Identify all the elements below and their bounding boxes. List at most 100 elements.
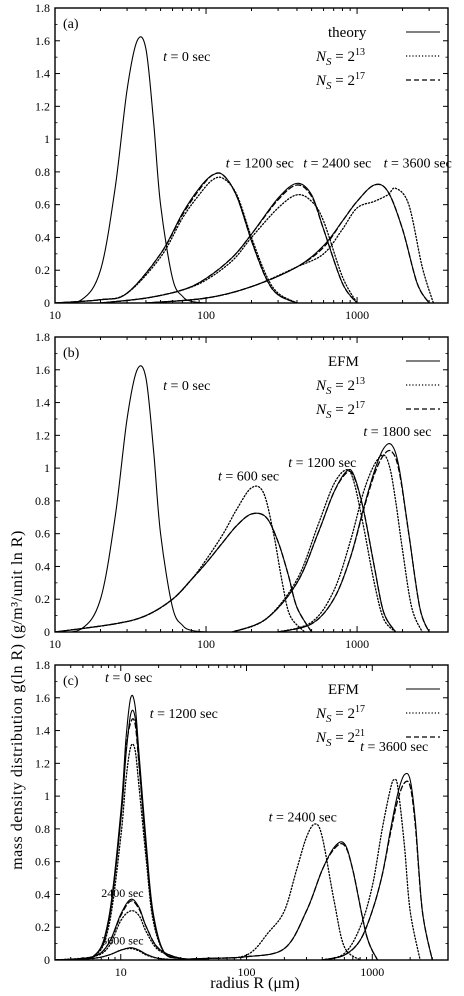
x-axis-label: radius R (μm) [210,975,299,992]
x-tick-label: 1000 [345,637,369,651]
series-line-solid [99,182,358,303]
series-line-solid [145,183,430,303]
series-line-solid [55,709,210,960]
legend-label: EFM [328,354,359,370]
x-tick-label: 10 [115,965,127,979]
y-tick-label: 1.8 [35,330,50,344]
series-line-solid [321,772,433,960]
panel-1: 0 0.2 0.4 0.6 0.8 1 1.2 1.4 1.6 1.8 10 100 1000 (a) t … [35,1,452,322]
panel-3: 0 0.2 0.4 0.6 0.8 1 1.2 1.4 1.6 1.8 10 100 1000 (c) t … [35,658,449,979]
series-line-solid [55,36,207,303]
y-tick-label: 0.2 [35,263,50,277]
series-line-solid [277,443,430,632]
series-group [55,694,433,960]
series-line-solid [55,365,207,632]
panel-2: 0 0.2 0.4 0.6 0.8 1 1.2 1.4 1.6 1.8 10 100 1000 (b) t … [35,330,449,651]
y-axis-label: mass density distribution g(ln R) (g/m³/… [9,530,26,870]
y-tick-label: 0.6 [35,527,50,541]
plot-frame [54,664,449,961]
series-line-dashed [99,184,358,303]
series-line-dashed [55,718,210,960]
y-tick-label: 1.4 [35,396,50,410]
series-line-dashed [145,183,430,303]
series-line-dashed [157,843,379,960]
x-tick-label: 10 [49,308,61,322]
y-tick-label: 1.6 [35,691,50,705]
y-tick-label: 0.8 [35,165,50,179]
legend-label: NS = 217 [315,400,365,421]
curve-annotation: 2400 sec [101,886,143,900]
y-tick-label: 0.8 [35,822,50,836]
y-tick-label: 1.2 [35,99,50,113]
series-line-dotted [55,485,306,632]
panel-label: (a) [63,17,79,32]
legend-label: NS = 217 [315,704,365,725]
curve-annotation: t = 2400 sec [269,810,337,825]
panel-label: (b) [63,346,80,361]
curve-annotation: t = 0 sec [163,50,210,65]
legend-label: EFM [328,682,359,698]
y-tick-label: 0.4 [35,559,50,573]
y-tick-label: 0.6 [35,198,50,212]
plot-frame [54,7,449,304]
series-line-solid [158,841,379,960]
curve-annotation: t = 1200 sec [150,707,218,722]
x-tick-label: 1000 [360,965,384,979]
y-tick-label: 1.8 [35,1,50,15]
y-tick-label: 1.4 [35,724,50,738]
series-line-solid [55,512,313,632]
series-line-dashed [277,449,430,632]
curve-annotation: t = 2400 sec [303,157,371,172]
curve-annotation: t = 0 sec [105,671,152,686]
series-line-dotted [145,187,435,303]
series-line-solid [55,694,210,960]
y-tick-label: 1.2 [35,756,50,770]
legend-label: NS = 221 [315,728,365,749]
legend-label: theory [328,25,367,41]
curve-annotation: t = 3600 sec [384,157,452,172]
curve-annotation: t = 3600 sec [360,740,428,755]
y-tick-label: 0.8 [35,494,50,508]
series-line-dotted [55,947,182,960]
series-line-dotted [99,193,358,303]
series-line-dotted [55,910,210,960]
plot-frame [54,336,449,633]
y-tick-label: 1.6 [35,363,50,377]
series-line-dotted [231,469,397,632]
y-tick-label: 1 [44,461,50,475]
series-line-dotted [157,823,361,960]
series-line-dashed [321,780,433,960]
y-tick-label: 0.2 [35,592,50,606]
y-tick-label: 1 [44,789,50,803]
x-tick-label: 10 [49,637,61,651]
panel-label: (c) [63,674,79,689]
curve-annotation: t = 1200 sec [226,157,294,172]
series-line-dotted [321,778,421,960]
series-line-dotted [277,454,423,632]
y-tick-label: 1.4 [35,67,50,81]
series-group [55,36,435,303]
series-group [55,365,430,632]
y-tick-label: 0.4 [35,887,50,901]
series-line-dashed [55,900,210,960]
y-tick-label: 0.6 [35,855,50,869]
series-line-dotted [55,176,298,303]
chart-panels: 00.20.40.60.811.21.41.61.810 100 1000(a)t … [35,1,452,979]
y-tick-label: 0.4 [35,230,50,244]
series-line-dotted [55,743,210,960]
y-tick-label: 1.2 [35,428,50,442]
series-line-solid [55,898,210,960]
y-tick-label: 0 [44,953,50,967]
legend-label: NS = 213 [315,376,365,397]
curve-annotation: 3600 sec [101,933,143,947]
curve-annotation: t = 1800 sec [363,425,431,440]
series-line-dashed [55,512,313,632]
y-tick-label: 0 [44,625,50,639]
x-tick-label: 100 [238,965,256,979]
series-line-dashed [231,470,397,632]
x-tick-label: 100 [197,308,215,322]
curve-annotation: t = 600 sec [218,469,279,484]
y-tick-label: 1 [44,132,50,146]
curve-annotation: t = 0 sec [163,379,210,394]
